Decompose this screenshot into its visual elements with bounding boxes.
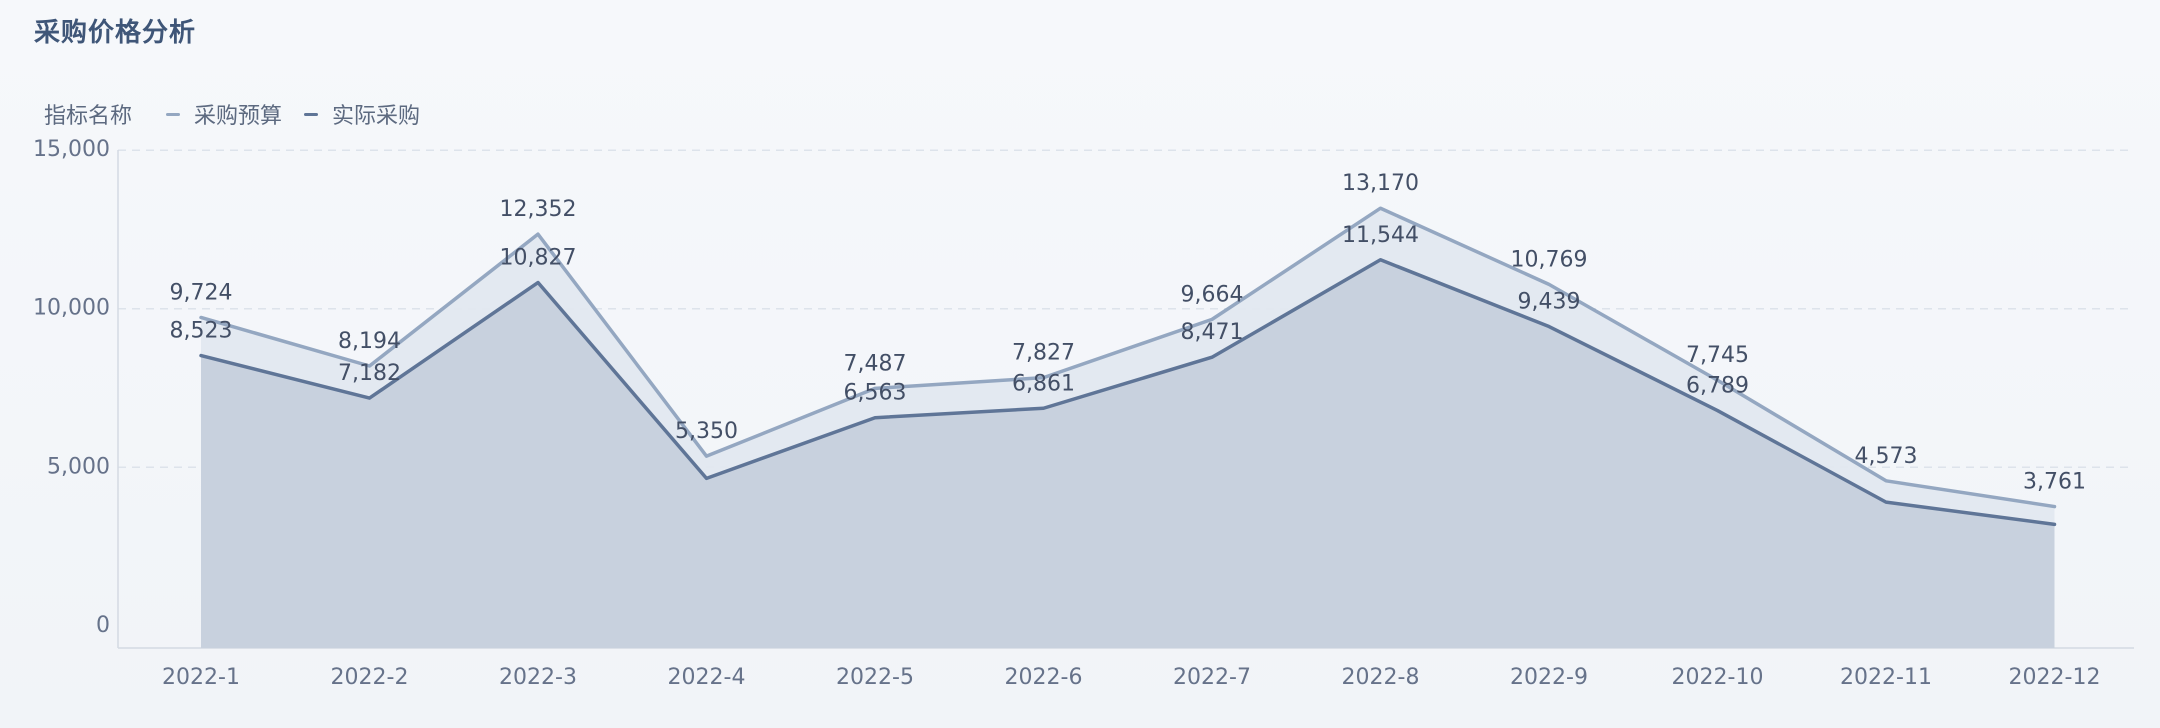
x-tick-label: 2022-2 <box>331 665 409 690</box>
data-label-actual: 6,861 <box>1012 371 1075 396</box>
data-label-budget: 8,194 <box>338 329 401 354</box>
x-tick-label: 2022-3 <box>499 665 577 690</box>
x-tick-label: 2022-1 <box>162 665 240 690</box>
data-label-actual: 9,439 <box>1518 290 1581 315</box>
data-label-budget: 13,170 <box>1342 171 1419 196</box>
data-label-budget: 9,664 <box>1181 282 1244 307</box>
data-label-actual: 8,523 <box>170 319 233 344</box>
data-label-budget: 7,745 <box>1686 343 1749 368</box>
data-label-budget: 12,352 <box>500 197 577 222</box>
data-label-budget: 7,827 <box>1012 341 1075 366</box>
y-tick-label: 5,000 <box>47 454 110 479</box>
data-label-actual: 11,544 <box>1342 223 1419 248</box>
line-actual <box>199 258 2057 527</box>
line-budget <box>199 206 2057 509</box>
y-tick-label: 15,000 <box>33 137 110 162</box>
x-tick-label: 2022-10 <box>1672 665 1764 690</box>
legend-label-budget: 采购预算 <box>194 104 283 129</box>
data-label-budget: 7,487 <box>844 351 907 376</box>
y-tick-label: 10,000 <box>33 296 110 321</box>
legend-swatch-actual <box>304 112 319 116</box>
legend-label-actual: 实际采购 <box>332 104 421 129</box>
legend-item-budget[interactable]: 采购预算 <box>166 98 282 130</box>
y-tick-label: 0 <box>96 613 110 638</box>
data-label-budget: 4,573 <box>1855 444 1918 469</box>
legend-swatch-budget <box>166 112 181 116</box>
data-label-actual: 8,471 <box>1181 320 1244 345</box>
area-actual <box>201 259 2055 648</box>
chart-title: 采购价格分析 <box>34 18 197 48</box>
legend-title: 指标名称 <box>44 104 133 129</box>
x-tick-label: 2022-9 <box>1510 665 1588 690</box>
data-label-budget: 10,769 <box>1511 247 1588 272</box>
data-label-budget: 3,761 <box>2023 470 2086 495</box>
data-label-actual: 10,827 <box>500 246 577 271</box>
x-tick-label: 2022-12 <box>2009 665 2101 690</box>
x-tick-label: 2022-8 <box>1342 665 1420 690</box>
data-label-actual: 7,182 <box>338 361 401 386</box>
x-tick-label: 2022-7 <box>1173 665 1251 690</box>
data-label-actual: 6,563 <box>844 381 907 406</box>
data-label-budget: 9,724 <box>170 280 233 305</box>
x-tick-label: 2022-5 <box>836 665 914 690</box>
legend-item-actual[interactable]: 实际采购 <box>304 98 420 130</box>
data-label-budget: 5,350 <box>675 419 738 444</box>
data-label-actual: 6,789 <box>1686 374 1749 399</box>
x-tick-label: 2022-11 <box>1840 665 1932 690</box>
legend: 指标名称 采购预算 实际采购 <box>44 98 442 130</box>
x-tick-label: 2022-6 <box>1005 665 1083 690</box>
x-tick-label: 2022-4 <box>668 665 746 690</box>
